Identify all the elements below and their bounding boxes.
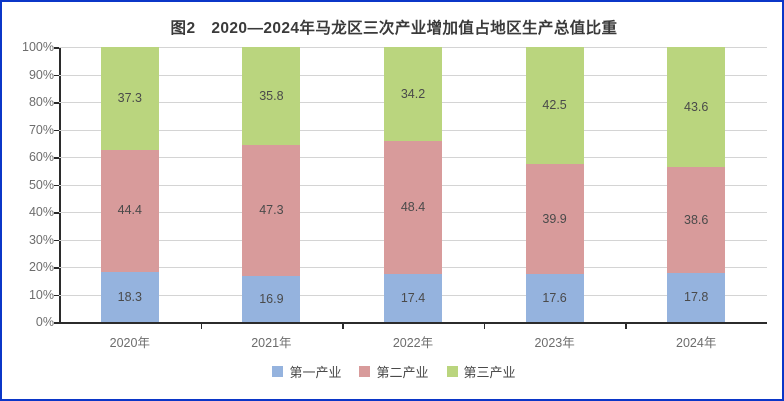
- legend-label: 第三产业: [463, 365, 516, 380]
- bar-value-label: 47.3: [259, 203, 284, 218]
- y-axis-tick-label: 90%: [28, 67, 54, 82]
- plot-area: 18.3 44.4 37.3 16.9 47.3 35.8 17.4 48.4 34.2 17.6…: [54, 47, 767, 324]
- legend-swatch-icon: [446, 366, 458, 377]
- x-axis-tick-label: 2023年: [534, 336, 575, 350]
- y-axis-tick-label: 60%: [28, 150, 54, 164]
- bar-segment[interactable]: 44.4: [100, 149, 159, 272]
- chart-title: 图2 2020—2024年马龙区三次产业增加值占地区生产总值比重: [170, 20, 618, 37]
- bar-value-label: 37.3: [117, 91, 142, 106]
- y-axis-tick-label: 40%: [28, 205, 54, 219]
- x-axis-labels: 2020年 2021年 2022年 2023年 2024年: [59, 332, 767, 356]
- bar-value-label: 17.6: [542, 290, 567, 305]
- bar-value-label: 17.8: [684, 290, 709, 305]
- legend-item[interactable]: 第二产业: [359, 362, 429, 381]
- bar-segment[interactable]: 43.6: [667, 47, 726, 167]
- y-axis-tick-label: 20%: [28, 260, 54, 274]
- x-axis-line: [59, 322, 767, 324]
- bar-value-label: 34.2: [400, 86, 426, 101]
- bar-group[interactable]: 16.9 47.3 35.8: [201, 47, 343, 322]
- y-axis-tick-mark: [54, 267, 59, 269]
- bar-stack[interactable]: 18.3 44.4 37.3: [100, 47, 159, 322]
- y-axis-tick-mark: [54, 184, 59, 186]
- legend-label: 第一产业: [289, 365, 342, 380]
- y-axis-labels: 0% 10% 20% 30% 40% 50% 60% 70% 80% 90% 100%: [2, 2, 54, 399]
- bar-segment[interactable]: 37.3: [100, 47, 159, 150]
- bar-value-label: 44.4: [117, 203, 142, 218]
- y-axis-tick-label: 80%: [28, 95, 54, 109]
- legend-swatch-icon: [272, 366, 284, 377]
- x-axis-tick-label: 2021年: [251, 336, 292, 350]
- legend-swatch-icon: [359, 366, 371, 377]
- bar-segment[interactable]: 18.3: [100, 271, 159, 322]
- y-axis-tick-mark: [54, 294, 59, 296]
- bar-segment[interactable]: 17.6: [525, 273, 584, 322]
- bar-segment[interactable]: 39.9: [525, 163, 584, 274]
- x-axis-tick-label: 2020年: [109, 336, 150, 350]
- bar-value-label: 42.5: [542, 98, 567, 113]
- bar-group[interactable]: 17.4 48.4 34.2: [342, 47, 484, 322]
- y-axis-tick-label: 70%: [28, 122, 54, 137]
- bar-group[interactable]: 18.3 44.4 37.3: [59, 47, 201, 322]
- y-axis-tick-label: 100%: [22, 40, 54, 54]
- y-axis-tick-mark: [54, 74, 59, 76]
- x-axis-tick-mark: [483, 323, 486, 329]
- y-axis-tick-mark: [54, 129, 59, 131]
- bar-segment[interactable]: 34.2: [383, 47, 442, 142]
- bar-stack[interactable]: 16.9 47.3 35.8: [242, 47, 301, 322]
- x-axis-tick-mark: [200, 323, 203, 329]
- x-axis-tick-label: 2024年: [676, 336, 717, 350]
- y-axis-tick-label: 0%: [35, 315, 54, 329]
- y-axis-tick-mark: [54, 212, 59, 214]
- bar-group[interactable]: 17.8 38.6 43.6: [625, 47, 767, 322]
- y-axis-tick-mark: [54, 47, 59, 49]
- y-axis-tick-mark: [54, 157, 59, 159]
- bar-segment[interactable]: 42.5: [525, 47, 584, 164]
- bar-segment[interactable]: 16.9: [242, 275, 301, 322]
- chart-legend: 第一产业 第二产业 第三产业: [2, 362, 782, 381]
- legend-label: 第二产业: [376, 365, 429, 380]
- x-axis-tick-label: 2022年: [392, 336, 434, 350]
- y-axis-tick-label: 50%: [28, 177, 54, 192]
- bar-segment[interactable]: 48.4: [383, 141, 442, 275]
- bar-segment[interactable]: 35.8: [242, 47, 301, 146]
- bar-value-label: 48.4: [400, 200, 426, 215]
- bar-value-label: 38.6: [684, 212, 709, 227]
- bar-value-label: 17.4: [400, 290, 426, 305]
- bar-segment[interactable]: 47.3: [242, 145, 301, 276]
- bar-value-label: 35.8: [259, 89, 284, 103]
- bar-stack[interactable]: 17.8 38.6 43.6: [667, 47, 726, 322]
- bar-value-label: 18.3: [117, 289, 142, 304]
- bar-segment[interactable]: 17.4: [383, 274, 442, 322]
- legend-item[interactable]: 第一产业: [272, 362, 341, 381]
- bar-value-label: 16.9: [259, 291, 284, 306]
- y-axis-tick-mark: [54, 239, 59, 241]
- bar-segment[interactable]: 17.8: [667, 273, 726, 322]
- bar-value-label: 43.6: [684, 99, 709, 114]
- bar-stack[interactable]: 17.4 48.4 34.2: [383, 47, 442, 322]
- x-axis-tick-mark: [625, 323, 627, 329]
- legend-item[interactable]: 第三产业: [446, 362, 516, 381]
- y-axis-tick-mark: [54, 102, 59, 104]
- y-axis-tick-label: 10%: [28, 287, 54, 302]
- bar-group[interactable]: 17.6 39.9 42.5: [484, 47, 626, 322]
- bar-stack[interactable]: 17.6 39.9 42.5: [525, 47, 584, 322]
- y-axis-tick-label: 30%: [28, 232, 54, 247]
- bar-value-label: 39.9: [542, 211, 567, 226]
- bar-segment[interactable]: 38.6: [667, 166, 726, 274]
- x-axis-tick-mark: [342, 323, 344, 329]
- y-axis-tick-mark: [54, 322, 59, 324]
